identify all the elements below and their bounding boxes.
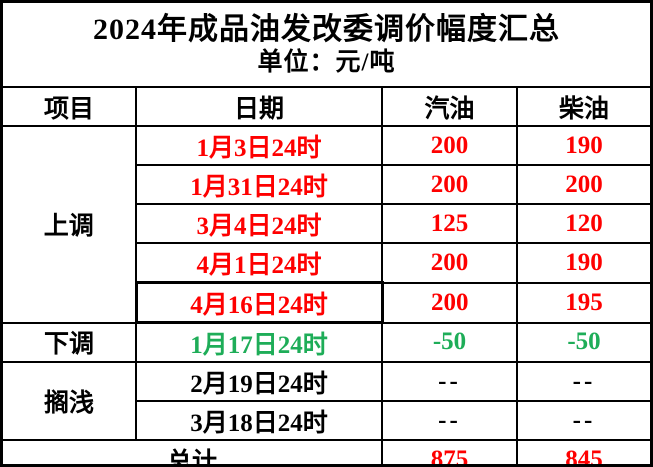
- date-cell: 1月17日24时: [135, 321, 383, 363]
- table-row: 4月1日24时 200 190: [3, 242, 650, 284]
- gasoline-cell: 200: [381, 125, 518, 166]
- diesel-cell: -50: [516, 321, 650, 363]
- table-row: 4月16日24时 200 195: [3, 281, 650, 324]
- gasoline-cell: -50: [381, 321, 518, 363]
- category-cell-up: 上调: [3, 125, 137, 324]
- table-row: 3月18日24时 -- --: [3, 400, 650, 441]
- total-gasoline-cell: 875: [381, 439, 518, 464]
- category-cell-down: 下调: [3, 321, 137, 363]
- page-title: 2024年成品油发改委调价幅度汇总: [93, 12, 560, 46]
- category-cell-suspended: 搁浅: [3, 361, 137, 441]
- diesel-cell: 190: [516, 125, 650, 166]
- table-row: 3月4日24时 125 120: [3, 203, 650, 244]
- table-row: 搁浅 2月19日24时 -- --: [3, 361, 650, 441]
- column-header-item: 项目: [3, 88, 137, 127]
- gasoline-cell: --: [381, 361, 518, 402]
- date-cell: 3月4日24时: [136, 203, 383, 244]
- unit-subtitle: 单位：元/吨: [257, 49, 396, 77]
- total-diesel-cell: 845: [516, 439, 650, 464]
- date-cell: 4月1日24时: [136, 242, 383, 284]
- total-row: 总计 875 845: [3, 439, 650, 464]
- diesel-cell: 120: [516, 203, 650, 244]
- diesel-cell: 195: [516, 281, 650, 324]
- diesel-cell: --: [516, 400, 650, 441]
- column-header-gasoline: 汽油: [381, 88, 518, 127]
- gasoline-cell: --: [381, 400, 518, 441]
- gasoline-cell: 200: [381, 242, 518, 284]
- date-cell: 2月19日24时: [135, 361, 383, 402]
- column-header-diesel: 柴油: [516, 88, 650, 127]
- column-header-date: 日期: [135, 88, 383, 127]
- total-label-cell: 总计: [3, 439, 383, 464]
- table-row: 1月31日24时 200 200: [3, 164, 650, 205]
- diesel-cell: 200: [516, 164, 650, 205]
- header-row: 项目 日期 汽油 柴油: [3, 88, 650, 127]
- price-table: 项目 日期 汽油 柴油 上调 1月3日24时 200 190 1月31日24时 …: [3, 88, 650, 464]
- diesel-cell: --: [516, 361, 650, 402]
- date-cell-selected: 4月16日24时: [134, 281, 384, 324]
- table-row: 上调 1月3日24时 200 190: [3, 125, 650, 324]
- table-title-block: 2024年成品油发改委调价幅度汇总 单位：元/吨: [3, 3, 650, 88]
- gasoline-cell: 200: [381, 281, 518, 324]
- gasoline-cell: 200: [381, 164, 518, 205]
- diesel-cell: 190: [516, 242, 650, 284]
- date-cell: 1月3日24时: [135, 125, 383, 166]
- date-cell: 1月31日24时: [136, 164, 383, 205]
- table-row: 下调 1月17日24时 -50 -50: [3, 321, 650, 363]
- gasoline-cell: 125: [381, 203, 518, 244]
- date-cell: 3月18日24时: [136, 400, 383, 441]
